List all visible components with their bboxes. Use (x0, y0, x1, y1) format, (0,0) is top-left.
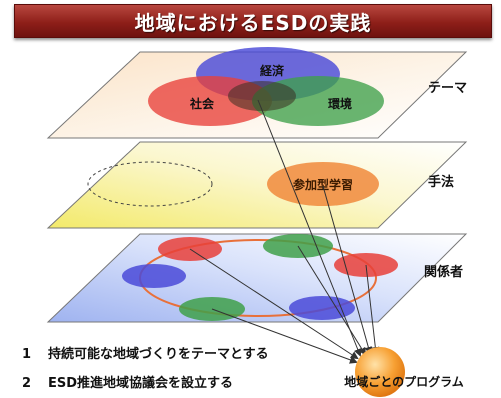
arrow-2 (297, 245, 367, 356)
dashed-circle (87, 161, 213, 207)
economy-label: 経済 (260, 63, 285, 78)
point-2-text: ESD推進地域協議会を設立する (48, 376, 234, 391)
theme-layer-label: テーマ (428, 81, 467, 96)
stakeholder-blue-2 (289, 296, 355, 320)
program-sphere (355, 347, 405, 397)
arrow-3 (322, 185, 373, 355)
point-1: 1 持続可能な地域づくりをテーマとする (22, 343, 269, 362)
method-layer-label: 手法 (428, 174, 454, 190)
point-2-number: 2 (22, 376, 32, 391)
arrow-1 (257, 99, 362, 357)
arrow-5 (365, 264, 380, 355)
stakeholder-plane (46, 233, 468, 323)
stakeholder-blue-1 (122, 264, 186, 288)
participatory-label: 参加型学習 (293, 177, 353, 192)
method-plane (46, 141, 468, 229)
participatory-circle (267, 162, 379, 206)
point-1-text: 持続可能な地域づくりをテーマとする (48, 347, 269, 362)
arrow-6 (211, 308, 358, 364)
program-label: 地域ごとのプログラム (344, 374, 464, 389)
center-overlap (228, 81, 296, 111)
arrow-4 (189, 248, 359, 360)
environment-label: 環境 (328, 96, 352, 111)
page-title: 地域におけるESDの実践 (134, 10, 372, 35)
point-1-number: 1 (22, 347, 32, 362)
society-label: 社会 (189, 96, 215, 111)
point-2: 2 ESD推進地域協議会を設立する (22, 372, 233, 391)
stakeholder-layer-label: 関係者 (424, 264, 463, 280)
title-bar: 地域におけるESDの実践 (14, 4, 492, 38)
